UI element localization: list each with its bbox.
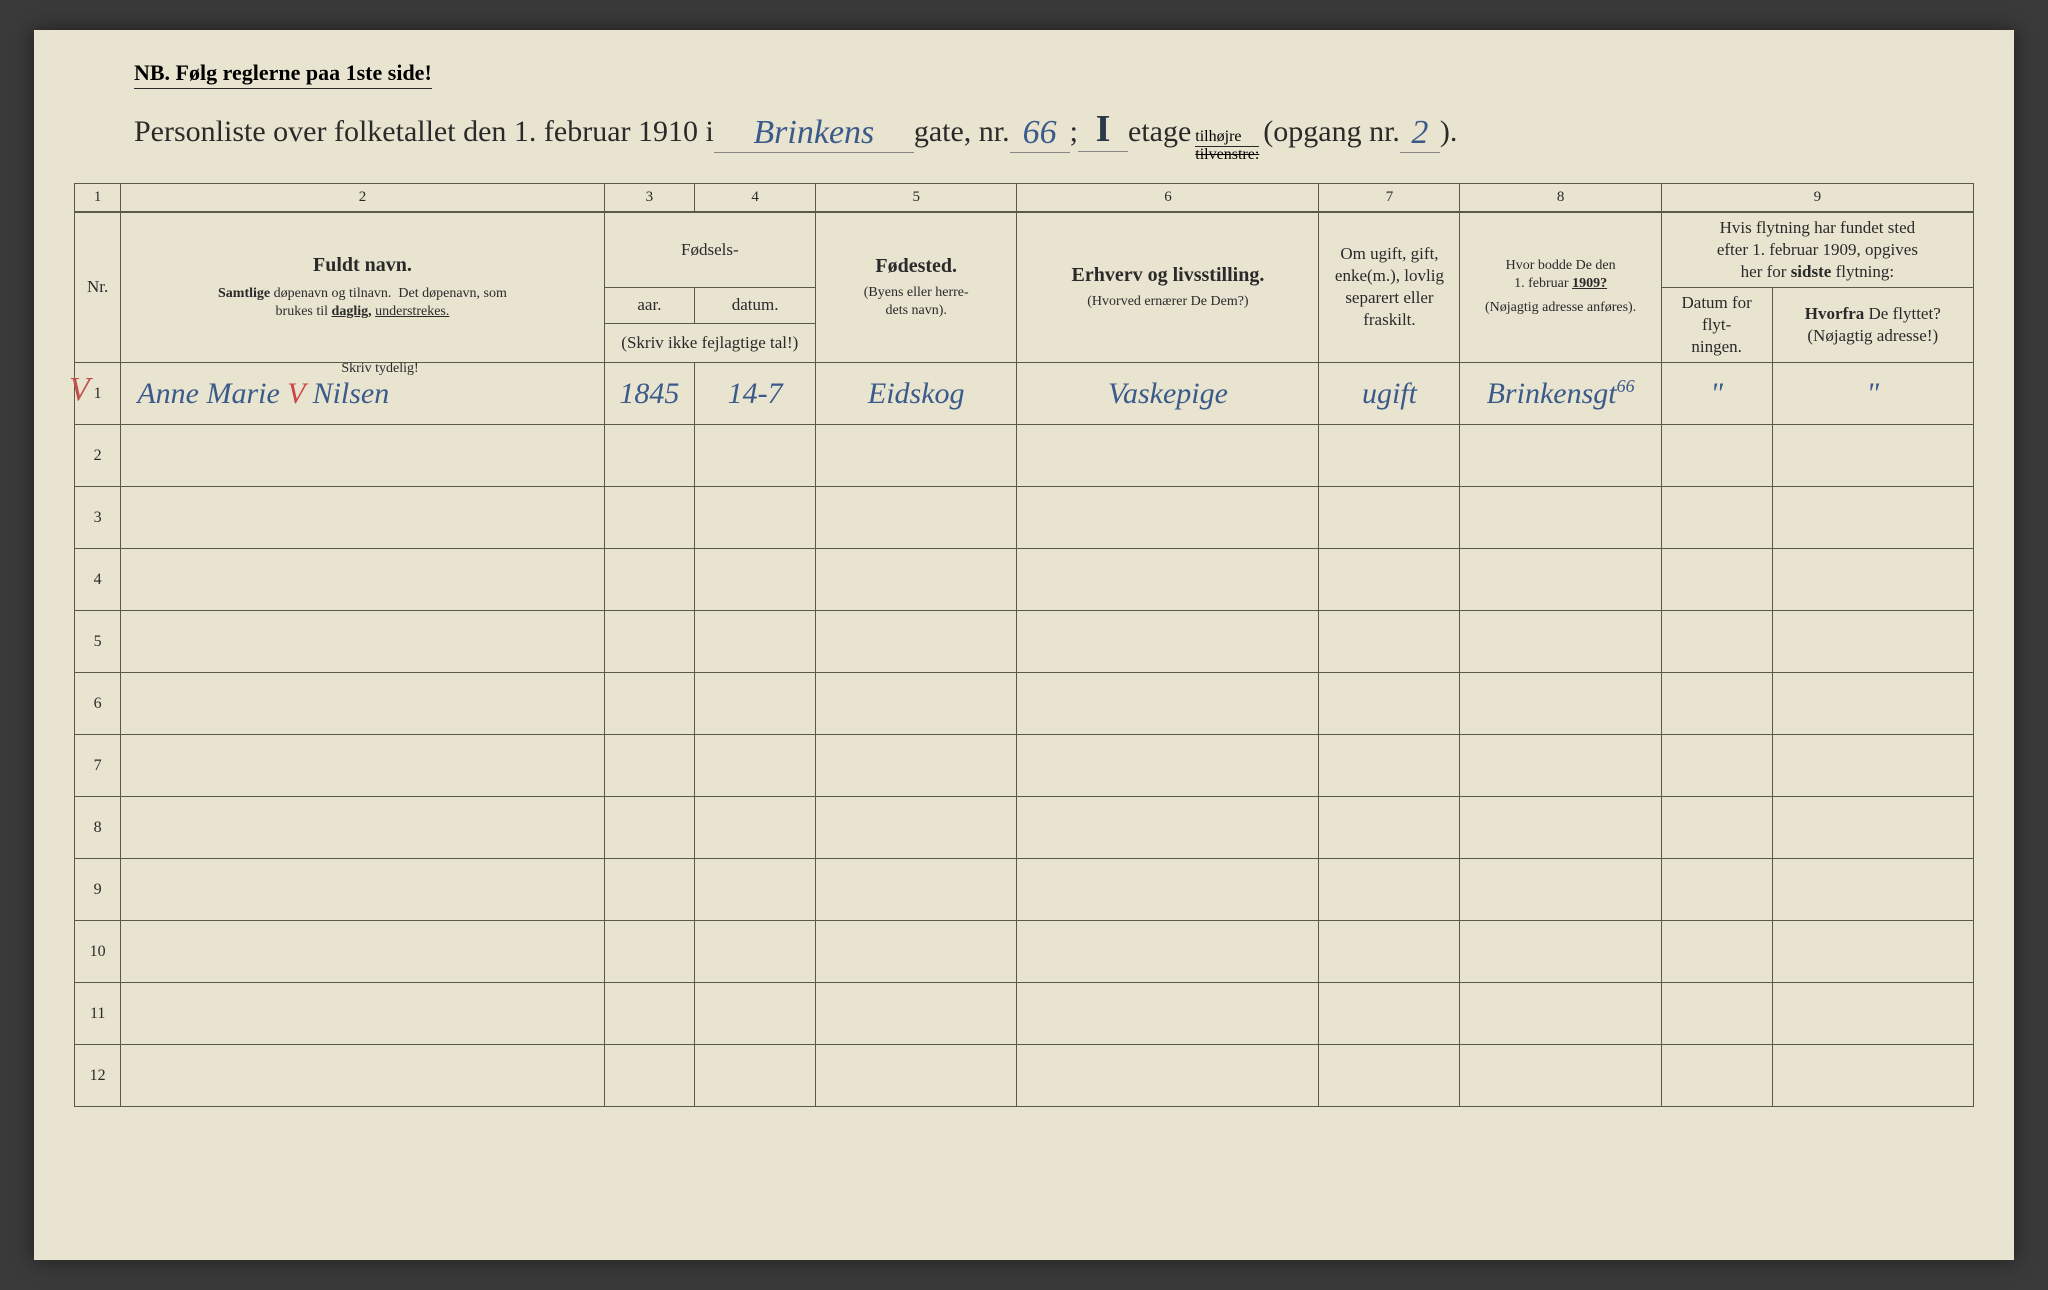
cell-occupation: Vaskepige <box>1017 363 1319 425</box>
colnum-6: 6 <box>1017 184 1319 212</box>
cell-date: 14-7 <box>695 363 816 425</box>
table-row: 5 <box>75 611 1974 673</box>
check-mark: V <box>69 371 90 409</box>
row-nr: 8 <box>75 797 121 859</box>
th-name: Fuldt navn. Samtlige døpenavn og tilnavn… <box>121 212 604 363</box>
table-row: 11 <box>75 983 1974 1045</box>
table-row: 9 <box>75 859 1974 921</box>
th-birth-note: (Skriv ikke fejlagtige tal!) <box>604 324 815 363</box>
cell-status: ugift <box>1319 363 1460 425</box>
cell-move-date: " <box>1661 363 1772 425</box>
th-birthplace: Fødested. (Byens eller herre- dets navn)… <box>816 212 1017 363</box>
row-nr: V 1 <box>75 363 121 425</box>
th-nr: Nr. <box>75 212 121 363</box>
row-nr: 10 <box>75 921 121 983</box>
table-row: 12 <box>75 1045 1974 1107</box>
etage-value: I <box>1078 107 1128 152</box>
th-prev-sub: (Nøjagtig adresse anføres). <box>1466 299 1654 317</box>
th-name-title: Fuldt navn. <box>127 254 597 277</box>
row-nr: 12 <box>75 1045 121 1107</box>
th-status: Om ugift, gift, enke(m.), lovlig separer… <box>1319 212 1460 363</box>
row-nr: 7 <box>75 735 121 797</box>
table-row: 10 <box>75 921 1974 983</box>
census-table: 1 2 3 4 5 6 7 8 9 Nr. Fuldt navn. Samtli… <box>74 183 1974 1107</box>
th-occ-title: Erhverv og livsstilling. <box>1023 264 1312 287</box>
table-row: 4 <box>75 549 1974 611</box>
table-row: 6 <box>75 673 1974 735</box>
red-initial: V <box>287 377 305 410</box>
skriv-tydelig-label: Skriv tydelig! <box>341 361 418 377</box>
th-move-from: Hvorfra De flyttet? (Nøjagtig adresse!) <box>1772 287 1973 362</box>
th-birthplace-title: Fødested. <box>822 255 1010 278</box>
title-close: ). <box>1440 115 1458 149</box>
column-number-row: 1 2 3 4 5 6 7 8 9 <box>75 184 1974 212</box>
table-row: V 1 Skriv tydelig! Anne Marie V Nilsen 1… <box>75 363 1974 425</box>
semicolon: ; <box>1070 115 1078 149</box>
colnum-4: 4 <box>695 184 816 212</box>
th-name-sub: Samtlige døpenavn og tilnavn. Det døpena… <box>127 285 597 321</box>
street-name: Brinkens <box>714 114 914 153</box>
colnum-3: 3 <box>604 184 695 212</box>
th-date: datum. <box>695 287 816 323</box>
row-nr: 9 <box>75 859 121 921</box>
table-row: 8 <box>75 797 1974 859</box>
th-prev-addr: Hvor bodde De den1. februar 1909? (Nøjag… <box>1460 212 1661 363</box>
row-nr: 11 <box>75 983 121 1045</box>
census-form-page: NB. Følg reglerne paa 1ste side! Personl… <box>34 30 2014 1260</box>
colnum-9: 9 <box>1661 184 1973 212</box>
colnum-7: 7 <box>1319 184 1460 212</box>
cell-year: 1845 <box>604 363 695 425</box>
table-row: 3 <box>75 487 1974 549</box>
street-number: 66 <box>1010 114 1070 153</box>
side-bottom-struck: tilvenstre: <box>1195 147 1259 163</box>
cell-prev-addr: Brinkensgt66 <box>1460 363 1661 425</box>
th-birthplace-sub: (Byens eller herre- dets navn). <box>822 284 1010 320</box>
nb-header: NB. Følg reglerne paa 1ste side! <box>134 60 432 89</box>
colnum-5: 5 <box>816 184 1017 212</box>
gate-label: gate, nr. <box>914 115 1010 149</box>
cell-birthplace: Eidskog <box>816 363 1017 425</box>
th-occupation: Erhverv og livsstilling. (Hvorved ernære… <box>1017 212 1319 363</box>
cell-name: Skriv tydelig! Anne Marie V Nilsen <box>121 363 604 425</box>
colnum-1: 1 <box>75 184 121 212</box>
row-nr: 5 <box>75 611 121 673</box>
side-top: tilhøjre <box>1195 129 1259 147</box>
cell-move-from: " <box>1772 363 1973 425</box>
header-row-1: Nr. Fuldt navn. Samtlige døpenavn og til… <box>75 212 1974 288</box>
title-prefix: Personliste over folketallet den 1. febr… <box>134 115 714 149</box>
row-nr: 3 <box>75 487 121 549</box>
colnum-8: 8 <box>1460 184 1661 212</box>
th-year: aar. <box>604 287 695 323</box>
opgang-label: (opgang nr. <box>1263 115 1400 149</box>
table-row: 7 <box>75 735 1974 797</box>
th-occ-sub: (Hvorved ernærer De Dem?) <box>1023 293 1312 311</box>
side-choice: tilhøjre tilvenstre: <box>1195 129 1259 163</box>
etage-label: etage <box>1128 115 1191 149</box>
table-row: 2 <box>75 425 1974 487</box>
th-birth: Fødsels- <box>604 212 815 288</box>
row-nr: 4 <box>75 549 121 611</box>
row-nr: 6 <box>75 673 121 735</box>
title-line: Personliste over folketallet den 1. febr… <box>134 107 1974 163</box>
th-prev-title: Hvor bodde De den1. februar 1909? <box>1466 257 1654 293</box>
colnum-2: 2 <box>121 184 604 212</box>
table-body: V 1 Skriv tydelig! Anne Marie V Nilsen 1… <box>75 363 1974 1107</box>
table-header: 1 2 3 4 5 6 7 8 9 Nr. Fuldt navn. Samtli… <box>75 184 1974 363</box>
opgang-value: 2 <box>1400 114 1440 153</box>
th-move-date: Datum for flyt- ningen. <box>1661 287 1772 362</box>
th-move: Hvis flytning har fundet stedefter 1. fe… <box>1661 212 1973 288</box>
row-nr: 2 <box>75 425 121 487</box>
